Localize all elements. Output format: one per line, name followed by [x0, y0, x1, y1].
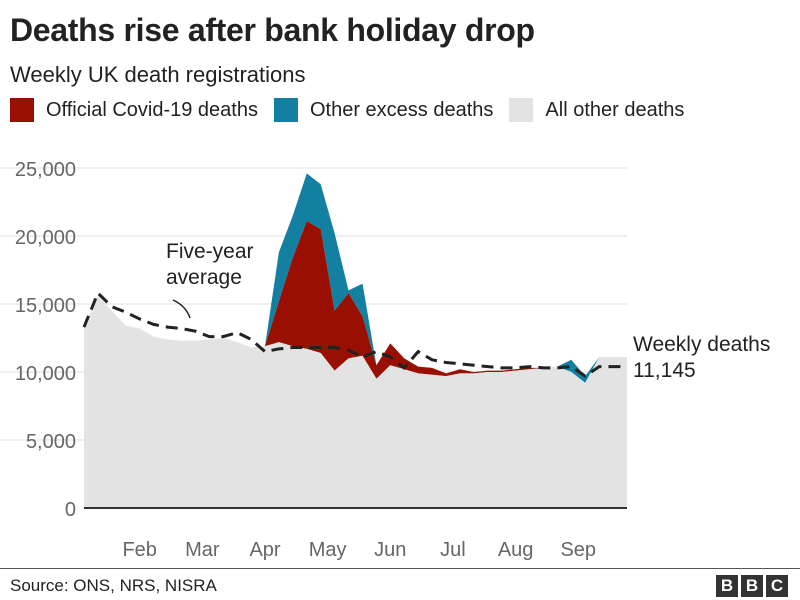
annotation-five-year-average: Five-year [166, 240, 254, 263]
bbc-logo-letter: C [766, 575, 788, 597]
y-tick-label: 20,000 [15, 227, 76, 249]
x-tick-label: Jul [440, 539, 466, 561]
bbc-logo-letter: B [716, 575, 738, 597]
x-tick-label: Aug [498, 539, 534, 561]
legend-swatch-other-excess [273, 98, 298, 122]
legend-item-covid: Official Covid-19 deaths [10, 98, 258, 122]
x-tick-label: Jun [374, 539, 406, 561]
legend-swatch-covid [10, 98, 34, 122]
x-tick-label: Apr [249, 539, 280, 561]
y-tick-label: 15,000 [15, 295, 76, 317]
legend-item-all-other: All other deaths [509, 98, 684, 122]
source-note: Source: ONS, NRS, NISRA [10, 576, 217, 595]
legend: Official Covid-19 deaths Other excess de… [10, 98, 700, 122]
series-area-other-excess [84, 173, 627, 383]
legend-label-other-excess: Other excess deaths [309, 98, 494, 121]
legend-label-all-other: All other deaths [545, 98, 685, 121]
x-tick-label: May [309, 539, 347, 561]
chart-subtitle: Weekly UK death registrations [10, 62, 306, 87]
x-tick-label: Mar [185, 539, 220, 561]
annotation-pointer [172, 299, 191, 319]
footer-divider [0, 568, 800, 569]
x-tick-label: Feb [122, 539, 156, 561]
chart-title: Deaths rise after bank holiday drop [10, 12, 535, 48]
series-area-all-other [84, 295, 627, 508]
annotation-weekly-deaths: Weekly deaths [633, 333, 770, 356]
y-tick-label: 25,000 [15, 159, 76, 181]
legend-item-other-excess: Other excess deaths [273, 98, 494, 122]
y-tick-label: 10,000 [15, 363, 76, 385]
y-tick-label: 5,000 [26, 431, 76, 453]
annotation-weekly-deaths: 11,145 [633, 359, 696, 382]
legend-swatch-all-other [509, 98, 534, 122]
bbc-logo: B B C [713, 575, 788, 597]
x-tick-label: Sep [560, 539, 596, 561]
five-year-average-line [82, 290, 627, 378]
bbc-logo-letter: B [741, 575, 763, 597]
annotation-five-year-average: average [166, 266, 242, 289]
legend-label-covid: Official Covid-19 deaths [46, 98, 258, 121]
y-tick-label: 0 [65, 499, 76, 521]
series-area-covid [84, 221, 627, 383]
